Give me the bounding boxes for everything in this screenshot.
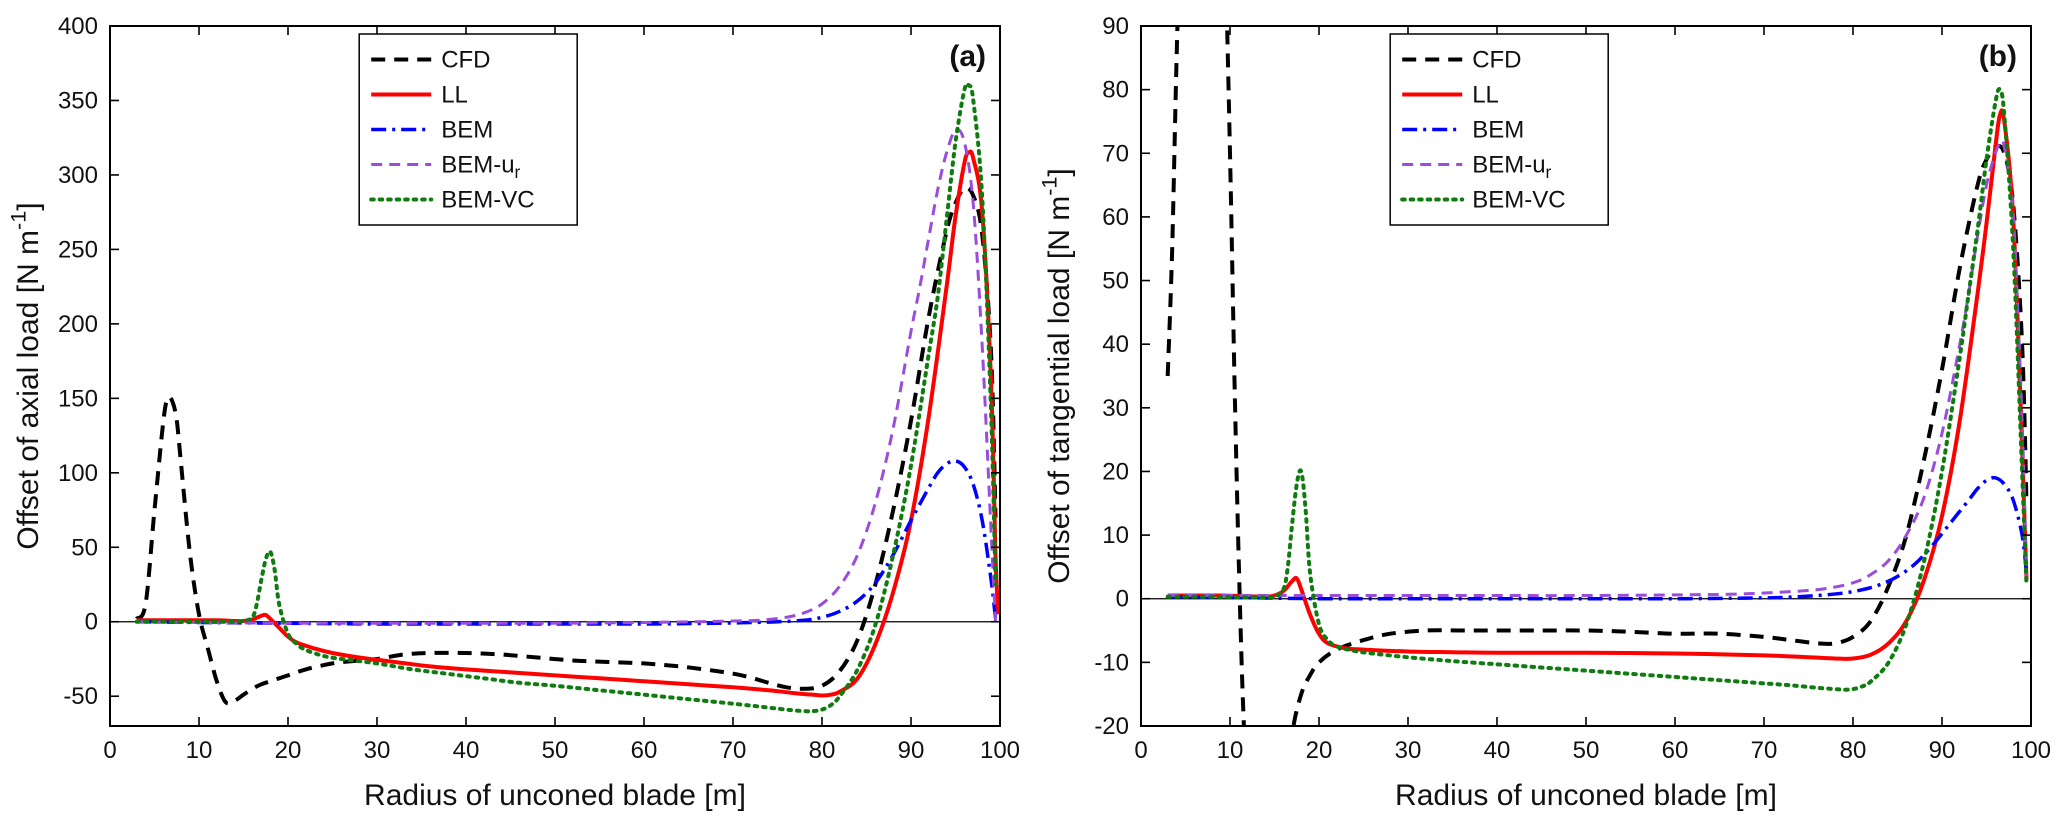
axial-load-chart: 0 10 20 30 40 50 60 70 80 90 100-50050100150200250… — [5, 8, 1026, 823]
series-line-bem — [1167, 475, 2029, 601]
x-tick-label: 100 — [2011, 737, 2051, 764]
x-tick-label: 60 — [631, 737, 658, 764]
series-line-bemvc — [134, 81, 998, 714]
x-tick-label: 60 — [1662, 737, 1689, 764]
legend-box — [1389, 33, 1609, 226]
y-tick-label: 0 — [85, 609, 98, 636]
y-tick-label: 300 — [58, 162, 98, 189]
legend-label: BEM-ur — [1472, 152, 1551, 182]
y-tick-label: 250 — [58, 236, 98, 263]
y-tick-label: 40 — [1102, 331, 1129, 358]
y-tick-label: 90 — [1102, 13, 1129, 40]
x-tick-label: 70 — [720, 737, 747, 764]
y-tick-label: 70 — [1102, 140, 1129, 167]
x-tick-label: 30 — [1395, 737, 1422, 764]
x-tick-label: 20 — [1306, 737, 1333, 764]
x-tick-label: 100 — [980, 737, 1020, 764]
x-tick-label: 10 — [186, 737, 213, 764]
plot-series-group — [134, 81, 1000, 714]
y-tick-label: 200 — [58, 311, 98, 338]
x-tick-label: 30 — [364, 737, 391, 764]
y-tick-label: 50 — [1102, 268, 1129, 295]
x-tick-label: 70 — [1751, 737, 1778, 764]
x-tick-label: 0 — [103, 737, 116, 764]
x-tick-label: 90 — [898, 737, 925, 764]
y-tick-label: 60 — [1102, 204, 1129, 231]
panel-label: (a) — [949, 40, 986, 73]
y-tick-label: 30 — [1102, 395, 1129, 422]
x-tick-label: 10 — [1217, 737, 1244, 764]
legend-label: BEM — [441, 117, 493, 144]
y-tick-label: -50 — [63, 683, 98, 710]
legend-box — [358, 33, 578, 226]
legend-label: BEM-ur — [441, 152, 520, 182]
tangential-load-chart: 0 10 20 30 40 50 60 70 80 90 100 -20 -10 0 10 20 30 40 50 6… — [1036, 8, 2057, 823]
x-axis-title: Radius of unconed blade [m] — [1395, 779, 1777, 812]
x-axis-title: Radius of unconed blade [m] — [364, 779, 746, 812]
x-tick-label: 50 — [542, 737, 569, 764]
legend-label: LL — [441, 82, 468, 109]
y-axis-title: Offset of tangential load [N m-1] — [1041, 168, 1076, 584]
y-tick-label: 20 — [1102, 458, 1129, 485]
x-tick-label: 90 — [1929, 737, 1956, 764]
legend-label: BEM-VC — [441, 187, 534, 214]
legend-label: BEM-VC — [1472, 187, 1565, 214]
series-line-bem — [136, 459, 998, 626]
y-tick-label: 150 — [58, 385, 98, 412]
y-tick-label: 80 — [1102, 77, 1129, 104]
y-tick-label: -20 — [1094, 713, 1129, 740]
series-line-cfd — [134, 185, 998, 706]
x-tick-label: 80 — [1840, 737, 1867, 764]
y-tick-label: 0 — [1116, 586, 1129, 613]
panel-a: 0 10 20 30 40 50 60 70 80 90 100 -50 0 50 100 150 200 250… — [5, 8, 1026, 830]
panel-b: 0 10 20 30 40 50 60 70 80 90 100 -20 -10 0 10 20 30 40 50 6… — [1036, 8, 2057, 830]
y-tick-label: 350 — [58, 87, 98, 114]
y-tick-label: -10 — [1094, 649, 1129, 676]
legend-label: CFD — [1472, 47, 1521, 74]
x-tick-label: 50 — [1573, 737, 1600, 764]
panel-label: (b) — [1979, 40, 2017, 73]
x-tick-label: 80 — [809, 737, 836, 764]
x-tick-label: 20 — [275, 737, 302, 764]
y-tick-label: 400 — [58, 13, 98, 40]
legend-label: BEM — [1472, 117, 1524, 144]
y-axis-title: Offset of axial load [N m-1] — [10, 202, 45, 549]
series-line-ll — [136, 149, 1000, 698]
y-tick-label: 10 — [1102, 522, 1129, 549]
legend-label: CFD — [441, 47, 490, 74]
series-line-bemvc — [1165, 87, 2029, 692]
x-tick-label: 0 — [1134, 737, 1147, 764]
series-line-ll — [1167, 108, 2029, 661]
x-tick-label: 40 — [1484, 737, 1511, 764]
series-line-bemur — [136, 128, 997, 625]
series-line-cfd — [1165, 26, 2029, 726]
y-tick-label: 50 — [71, 534, 98, 561]
x-tick-label: 40 — [453, 737, 480, 764]
y-tick-label: 100 — [58, 460, 98, 487]
plot-series-group — [1165, 26, 2029, 726]
legend-label: LL — [1472, 82, 1499, 109]
